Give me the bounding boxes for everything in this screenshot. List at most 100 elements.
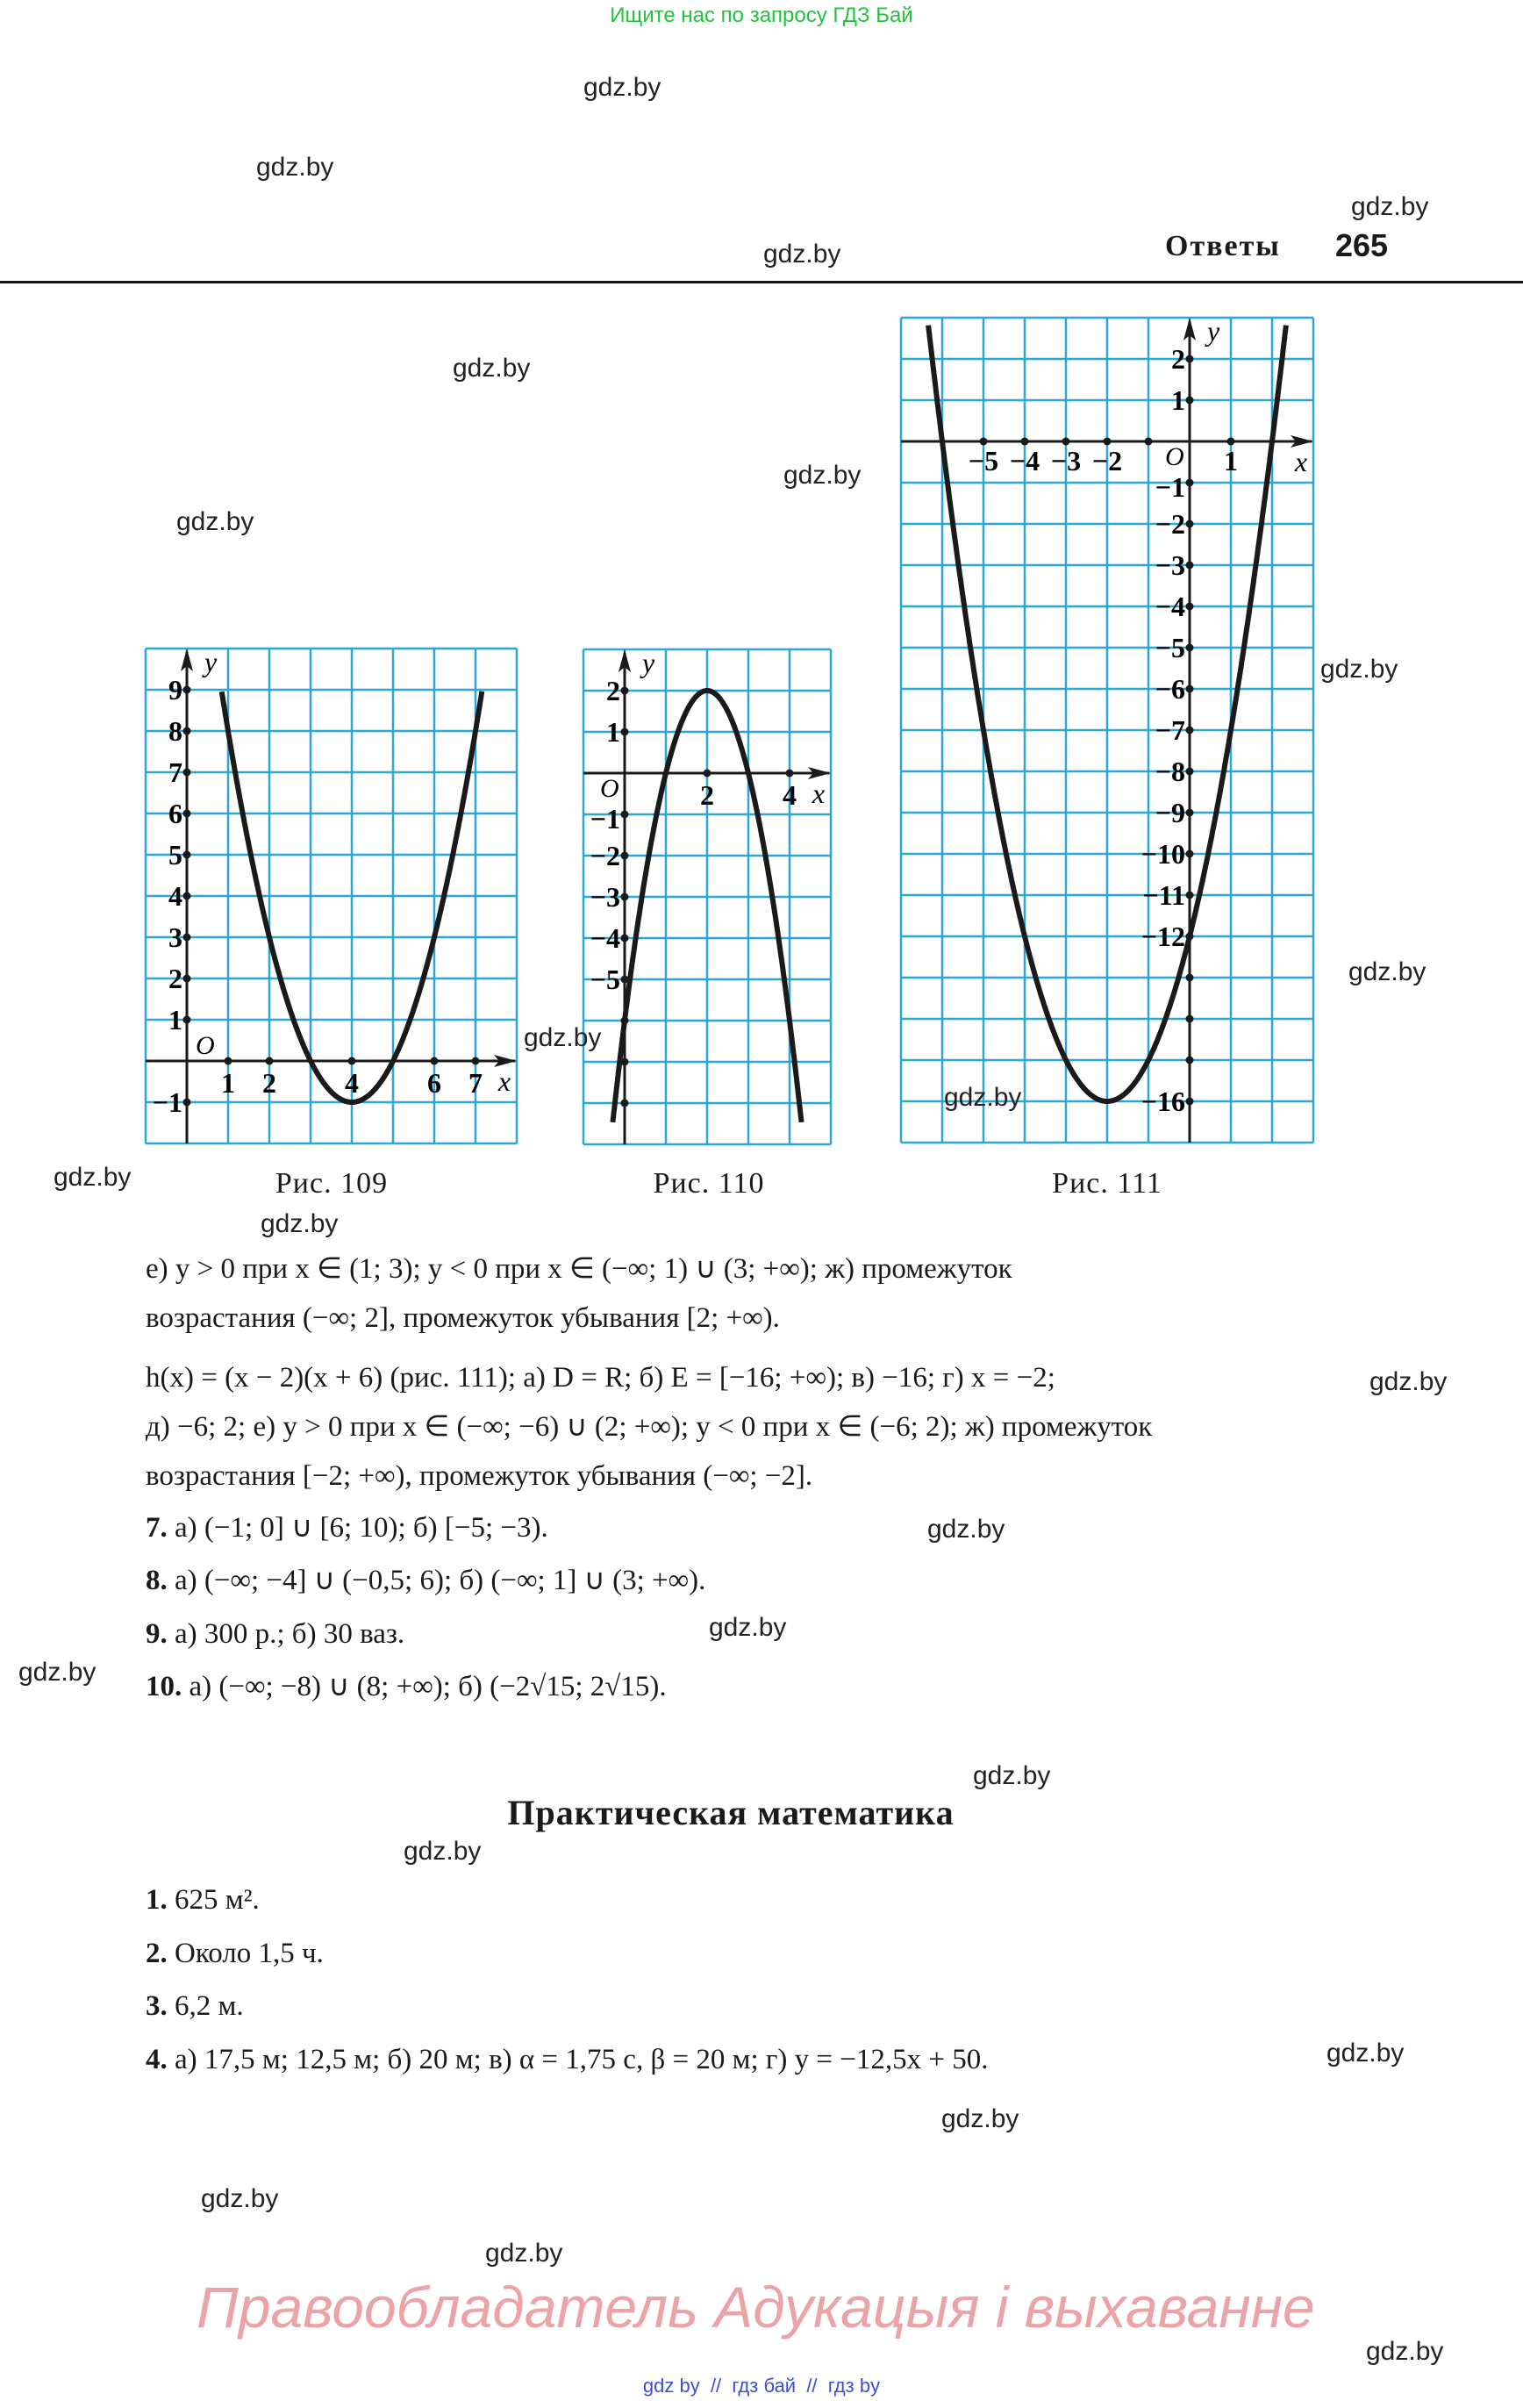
y-axis-arrow: [1183, 318, 1196, 340]
y-axis-arrow: [618, 649, 631, 672]
parabola-curve: [218, 691, 485, 1105]
answer-number: 8.: [146, 1565, 168, 1596]
y-tick-label: −11: [1143, 879, 1185, 911]
y-tick-label: 6: [168, 798, 182, 829]
x-tick-dot: [471, 1057, 480, 1065]
figure-110: x y O 2 4 2 1 −1 −2 −3 −4 −5: [582, 647, 833, 1146]
y-tick-label: −1: [1155, 471, 1185, 503]
x-tick-dot: [1103, 437, 1112, 446]
y-tick-dot: [1185, 849, 1194, 858]
watermark: gdz.by: [485, 2239, 563, 2268]
watermark: gdz.by: [583, 73, 661, 102]
watermark: gdz.by: [18, 1658, 97, 1687]
answer-7: 7. а) (−1; 0] ∪ [6; 10); б) [−5; −3).: [146, 1510, 548, 1545]
y-tick-label: 1: [168, 1004, 182, 1036]
parabola-curve: [926, 325, 1289, 1104]
answer-9: 9. а) 300 р.; б) 30 ваз.: [146, 1616, 404, 1652]
y-tick-label: 9: [168, 674, 182, 706]
y-tick-dot: [182, 933, 191, 942]
y-tick-dot: [182, 809, 191, 818]
figure-111: x y O −5 −4 −3 −2 1 2 1 −1 −2 −3 −4 −5 −6 −7 −8 −9 −10 −11 −1…: [899, 315, 1315, 1144]
y-tick-label: −3: [1155, 549, 1185, 581]
figure-111-caption: Рис. 111: [1052, 1167, 1162, 1200]
y-tick-label: 2: [168, 963, 182, 994]
practical-item-4: 4. а) 17,5 м; 12,5 м; б) 20 м; в) α = 1,…: [146, 2042, 989, 2077]
x-tick-label: 6: [427, 1067, 441, 1099]
y-tick-dot: [1185, 684, 1194, 693]
watermark: gdz.by: [1320, 655, 1398, 684]
watermark: gdz.by: [783, 461, 862, 490]
y-tick-label: −12: [1141, 921, 1185, 952]
y-tick-label: −2: [590, 840, 620, 871]
x-axis-label: x: [497, 1065, 511, 1097]
y-tick-dot: [1185, 396, 1194, 405]
practical-item-2: 2. Около 1,5 ч.: [146, 1936, 324, 1971]
parabola-curve: [610, 688, 804, 1123]
y-tick-dot: [182, 892, 191, 900]
y-tick-label: −9: [1155, 797, 1185, 828]
y-tick-dot: [1185, 478, 1194, 487]
answer-number: 10.: [146, 1671, 182, 1702]
y-tick-dot: [1185, 561, 1194, 570]
header-rule: [0, 281, 1523, 283]
item-number: 4.: [146, 2044, 168, 2075]
y-tick-label: −4: [590, 922, 620, 954]
x-tick-dot: [1226, 437, 1235, 446]
y-tick-label: 2: [606, 675, 620, 706]
watermark: gdz.by: [54, 1163, 132, 1192]
x-tick-dot: [1020, 437, 1029, 446]
y-axis-label: y: [202, 646, 218, 677]
y-tick-dot: [1185, 1097, 1194, 1106]
answer-line: возрастания (−∞; 2], промежуток убывания…: [146, 1301, 780, 1336]
y-tick-label: −16: [1141, 1086, 1185, 1117]
y-tick-dot: [1185, 973, 1194, 982]
practical-item-1: 1. 625 м².: [146, 1882, 260, 1917]
y-tick-dot: [1185, 355, 1194, 363]
watermark: gdz.by: [453, 354, 531, 383]
item-text: 625 м².: [167, 1884, 260, 1916]
watermark: gdz.by: [927, 1515, 1005, 1544]
x-tick-label: 1: [1224, 445, 1238, 477]
y-tick-dot: [182, 768, 191, 777]
y-tick-label: 4: [168, 880, 182, 912]
x-tick-dot: [430, 1057, 439, 1065]
x-tick-dot: [224, 1057, 232, 1065]
x-tick-label: −3: [1051, 445, 1081, 477]
x-tick-label: 4: [783, 779, 797, 811]
y-tick-label: −5: [590, 964, 620, 995]
y-tick-dot: [620, 727, 629, 736]
y-tick-dot: [620, 686, 629, 695]
y-tick-label: 5: [168, 839, 182, 871]
watermark: gdz.by: [709, 1613, 787, 1642]
item-number: 1.: [146, 1884, 168, 1916]
answer-8: 8. а) (−∞; −4] ∪ (−0,5; 6); б) (−∞; 1] ∪…: [146, 1563, 705, 1598]
y-tick-dot: [1185, 767, 1194, 776]
x-axis-label: x: [1294, 446, 1307, 477]
x-tick-dot: [1062, 437, 1070, 446]
answer-text: е) y > 0 при x ∈ (1; 3); y < 0 при x ∈ (…: [146, 1253, 1012, 1285]
x-tick-label: 1: [221, 1067, 235, 1099]
y-tick-label: −10: [1141, 838, 1185, 870]
x-tick-dot: [347, 1057, 356, 1065]
y-tick-dot: [182, 727, 191, 735]
watermark: gdz.by: [404, 1837, 482, 1866]
y-tick-label: 3: [168, 921, 182, 953]
bottom-links[interactable]: gdz by // гдз бай // гдз by: [642, 2375, 881, 2397]
y-tick-dot: [620, 851, 629, 860]
x-tick-dot: [785, 769, 794, 778]
y-tick-label: 8: [168, 715, 182, 747]
x-tick-label: 4: [345, 1067, 359, 1099]
y-tick-dot: [1185, 1056, 1194, 1064]
origin-label: O: [600, 774, 619, 803]
item-text: а) 17,5 м; 12,5 м; б) 20 м; в) α = 1,75 …: [167, 2044, 989, 2075]
y-tick-label: −4: [1155, 591, 1185, 622]
y-tick-dot: [1185, 808, 1194, 817]
y-axis-label: y: [640, 647, 655, 678]
y-tick-label: 1: [606, 716, 620, 748]
answer-text: h(x) = (x − 2)(x + 6) (рис. 111); а) D =…: [146, 1362, 1055, 1394]
answer-number: 7.: [146, 1512, 168, 1544]
answer-text: д) −6; 2; е) y > 0 при x ∈ (−∞; −6) ∪ (2…: [146, 1411, 1153, 1443]
answer-text: а) (−∞; −4] ∪ (−0,5; 6); б) (−∞; 1] ∪ (3…: [167, 1565, 706, 1596]
origin-label: O: [196, 1031, 215, 1060]
y-tick-label: −1: [153, 1086, 182, 1118]
